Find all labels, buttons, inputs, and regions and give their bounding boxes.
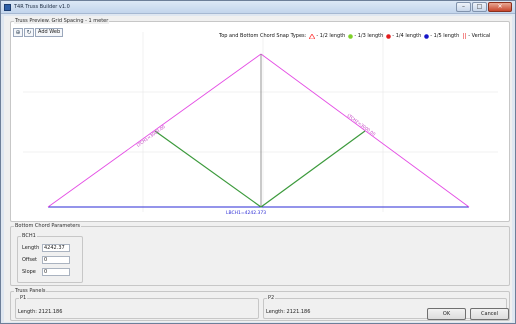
truss-panels-group: Truss Panels P1 Length: 2121.186 P2 Leng… bbox=[10, 288, 510, 321]
truss-panels-title: Truss Panels bbox=[14, 288, 47, 294]
circle-icon bbox=[386, 33, 392, 39]
truss-preview-title: Truss Preview. Grid Spacing - 1 meter bbox=[14, 18, 110, 24]
left-web[interactable] bbox=[154, 130, 262, 208]
bottom-chord-params-group: Bottom Chord Parameters BCH1 Length 4242… bbox=[10, 223, 510, 286]
maximize-button[interactable]: □ bbox=[472, 2, 487, 12]
snap-vertical: - Vertical bbox=[462, 33, 490, 39]
offset-input[interactable]: 0 bbox=[42, 256, 70, 264]
offset-row: Offset 0 bbox=[22, 256, 80, 265]
snap-legend: Top and Bottom Chord Snap Types: - 1/2 l… bbox=[219, 33, 490, 39]
close-button[interactable]: ✕ bbox=[488, 2, 512, 12]
snap-fifth: - 1/5 length bbox=[424, 33, 459, 39]
panel-p1-length: Length: 2121.186 bbox=[18, 309, 63, 315]
truss-canvas[interactable]: LTCH1=3000.00 LTCH2=3000.00 LBCH1=4242.3… bbox=[13, 26, 508, 219]
snap-third: - 1/3 length bbox=[348, 33, 383, 39]
panel-p2-title: P2 bbox=[267, 295, 276, 301]
panel-p2-length: Length: 2121.186 bbox=[266, 309, 311, 315]
bch1-group: BCH1 Length 4242.37 Offset 0 Slope 0 bbox=[17, 233, 83, 283]
circle-icon bbox=[348, 33, 354, 39]
refresh-icon[interactable]: ↻ bbox=[24, 28, 34, 37]
panel-p1: P1 Length: 2121.186 bbox=[15, 295, 259, 319]
panel-p1-title: P1 bbox=[19, 295, 28, 301]
circle-icon bbox=[424, 33, 430, 39]
slope-row: Slope 0 bbox=[22, 268, 80, 277]
right-top-chord[interactable] bbox=[260, 53, 470, 208]
app-icon bbox=[4, 4, 11, 11]
snap-vertical-label: - Vertical bbox=[468, 33, 491, 39]
snap-half-label: - 1/2 length bbox=[316, 33, 346, 39]
right-web[interactable] bbox=[260, 130, 366, 208]
snap-quarter: - 1/4 length bbox=[386, 33, 421, 39]
length-label: Length bbox=[22, 245, 40, 251]
bch1-title: BCH1 bbox=[21, 233, 37, 239]
slope-label: Slope bbox=[22, 269, 36, 275]
preview-toolbar: ⊕ ↻ Add Web bbox=[13, 28, 64, 38]
length-input[interactable]: 4242.37 bbox=[42, 244, 70, 252]
bottom-chord-params-title: Bottom Chord Parameters bbox=[14, 223, 81, 229]
zoom-icon[interactable]: ⊕ bbox=[13, 28, 23, 37]
window-title: T4R Truss Builder v1.0 bbox=[14, 4, 70, 10]
offset-label: Offset bbox=[22, 257, 38, 263]
length-row: Length 4242.37 bbox=[22, 244, 80, 253]
left-top-chord[interactable] bbox=[47, 53, 262, 208]
cancel-button[interactable]: Cancel bbox=[470, 308, 509, 320]
snap-fifth-label: - 1/5 length bbox=[430, 33, 460, 39]
title-bar[interactable]: T4R Truss Builder v1.0 – □ ✕ bbox=[1, 1, 515, 14]
double-bar-icon bbox=[463, 33, 467, 39]
ok-button[interactable]: OK bbox=[427, 308, 466, 320]
grid-lines bbox=[23, 32, 498, 212]
minimize-button[interactable]: – bbox=[456, 2, 471, 12]
add-web-button[interactable]: Add Web bbox=[35, 28, 64, 37]
truss-preview-group: Truss Preview. Grid Spacing - 1 meter LT… bbox=[10, 18, 510, 222]
client-area: Truss Preview. Grid Spacing - 1 meter LT… bbox=[4, 16, 512, 322]
bottom-chord-label: LBCH1=4242.373 bbox=[226, 210, 266, 216]
slope-input[interactable]: 0 bbox=[42, 268, 70, 276]
snap-third-label: - 1/3 length bbox=[354, 33, 384, 39]
snap-quarter-label: - 1/4 length bbox=[392, 33, 422, 39]
triangle-icon bbox=[309, 33, 316, 39]
snap-legend-title: Top and Bottom Chord Snap Types: bbox=[219, 33, 307, 39]
snap-half: - 1/2 length bbox=[309, 33, 345, 39]
